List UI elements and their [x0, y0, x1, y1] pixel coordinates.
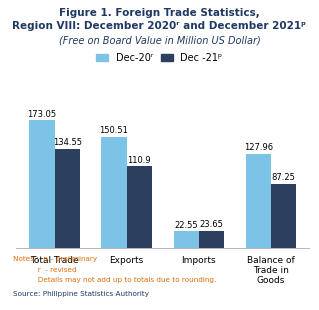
Text: 23.65: 23.65 [199, 220, 223, 229]
Text: Notes :  p – preliminary: Notes : p – preliminary [13, 256, 97, 262]
Bar [271, 184, 296, 248]
Bar [55, 149, 80, 248]
Bar [199, 231, 224, 248]
Text: Source: Philippine Statistics Authority: Source: Philippine Statistics Authority [13, 291, 149, 297]
Text: 87.25: 87.25 [271, 173, 295, 182]
Text: Figure 1. Foreign Trade Statistics,: Figure 1. Foreign Trade Statistics, [59, 8, 260, 18]
Text: r  - revised: r - revised [13, 267, 76, 272]
Text: 134.55: 134.55 [53, 138, 82, 147]
Bar [127, 166, 152, 248]
Text: (Free on Board Value in Million US Dollar): (Free on Board Value in Million US Dolla… [59, 35, 260, 45]
Text: 173.05: 173.05 [27, 110, 56, 119]
Bar [101, 137, 127, 248]
Bar [246, 153, 271, 248]
Text: 22.55: 22.55 [174, 221, 198, 230]
Text: 150.51: 150.51 [100, 126, 129, 135]
Legend: Dec-20ʳ, Dec -21ᵖ: Dec-20ʳ, Dec -21ᵖ [96, 53, 223, 63]
Text: 110.9: 110.9 [128, 156, 151, 165]
Bar [29, 120, 55, 248]
Bar [174, 231, 199, 248]
Text: Region VIII: December 2020ʳ and December 2021ᵖ: Region VIII: December 2020ʳ and December… [12, 21, 307, 31]
Text: Details may not add up to totals due to rounding.: Details may not add up to totals due to … [13, 277, 216, 283]
Text: 127.96: 127.96 [244, 143, 273, 152]
